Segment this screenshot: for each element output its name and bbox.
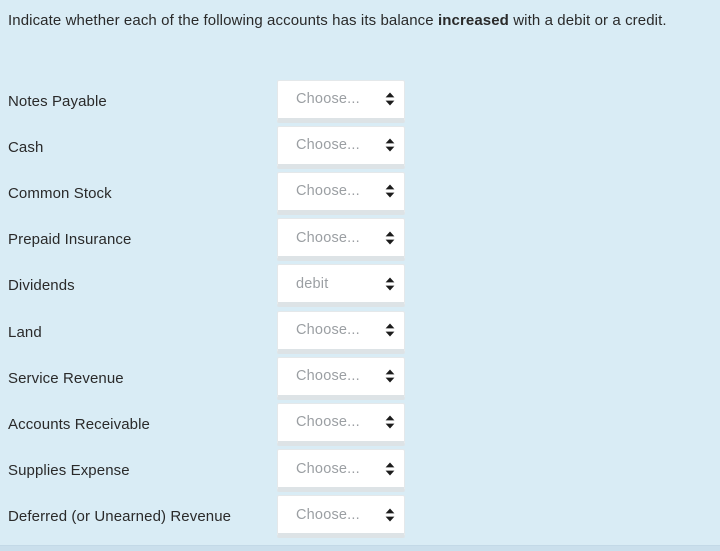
- account-label: Deferred (or Unearned) Revenue: [8, 508, 232, 526]
- up-down-arrows-icon: [385, 369, 395, 383]
- question-prompt-before: Indicate whether each of the following a…: [8, 12, 438, 29]
- question-prompt: Indicate whether each of the following a…: [8, 8, 706, 34]
- dropdown-value: Choose...: [296, 229, 360, 246]
- up-down-arrows-icon: [385, 323, 395, 337]
- dropdown-value: debit: [296, 275, 329, 292]
- row-common-stock: Common Stock Choose...: [8, 170, 712, 216]
- dropdown-notes-payable[interactable]: Choose...: [277, 79, 405, 123]
- row-accounts-receivable: Accounts Receivable Choose...: [8, 401, 712, 447]
- dropdown-prepaid-insurance[interactable]: Choose...: [277, 218, 405, 262]
- dropdown-value: Choose...: [296, 322, 360, 339]
- account-rows: Notes Payable Choose... Cash Choose... C…: [8, 78, 712, 540]
- up-down-arrows-icon: [385, 277, 395, 291]
- up-down-arrows-icon: [385, 462, 395, 476]
- up-down-arrows-icon: [385, 92, 395, 106]
- account-label: Dividends: [8, 277, 75, 295]
- account-label: Service Revenue: [8, 369, 124, 387]
- account-label: Cash: [8, 138, 44, 156]
- dropdown-deferred-revenue[interactable]: Choose...: [277, 495, 405, 539]
- dropdown-value: Choose...: [296, 368, 360, 385]
- question-prompt-bold: increased: [438, 12, 509, 29]
- up-down-arrows-icon: [385, 138, 395, 152]
- account-label: Land: [8, 323, 42, 341]
- dropdown-common-stock[interactable]: Choose...: [277, 171, 405, 215]
- dropdown-cash[interactable]: Choose...: [277, 125, 405, 169]
- dropdown-land[interactable]: Choose...: [277, 310, 405, 354]
- up-down-arrows-icon: [385, 508, 395, 522]
- row-supplies-expense: Supplies Expense Choose...: [8, 448, 712, 494]
- row-cash: Cash Choose...: [8, 124, 712, 170]
- question-prompt-after: with a debit or a credit.: [508, 12, 667, 29]
- row-prepaid-insurance: Prepaid Insurance Choose...: [8, 217, 712, 263]
- dropdown-accounts-receivable[interactable]: Choose...: [277, 402, 405, 446]
- up-down-arrows-icon: [385, 415, 395, 429]
- row-service-revenue: Service Revenue Choose...: [8, 355, 712, 401]
- up-down-arrows-icon: [385, 184, 395, 198]
- dropdown-value: Choose...: [296, 506, 360, 523]
- account-label: Notes Payable: [8, 92, 107, 110]
- row-dividends: Dividends debit: [8, 263, 712, 309]
- account-label: Supplies Expense: [8, 462, 130, 480]
- row-land: Land Choose...: [8, 309, 712, 355]
- dropdown-value: Choose...: [296, 460, 360, 477]
- dropdown-supplies-expense[interactable]: Choose...: [277, 449, 405, 493]
- row-deferred-revenue: Deferred (or Unearned) Revenue Choose...: [8, 494, 712, 540]
- dropdown-value: Choose...: [296, 414, 360, 431]
- dropdown-dividends[interactable]: debit: [277, 264, 405, 308]
- dropdown-value: Choose...: [296, 183, 360, 200]
- row-notes-payable: Notes Payable Choose...: [8, 78, 712, 124]
- panel-bottom-edge: [0, 545, 720, 551]
- account-label: Common Stock: [8, 184, 112, 202]
- dropdown-value: Choose...: [296, 137, 360, 154]
- account-label: Accounts Receivable: [8, 415, 150, 433]
- dropdown-service-revenue[interactable]: Choose...: [277, 356, 405, 400]
- up-down-arrows-icon: [385, 231, 395, 245]
- account-label: Prepaid Insurance: [8, 231, 132, 249]
- dropdown-value: Choose...: [296, 91, 360, 108]
